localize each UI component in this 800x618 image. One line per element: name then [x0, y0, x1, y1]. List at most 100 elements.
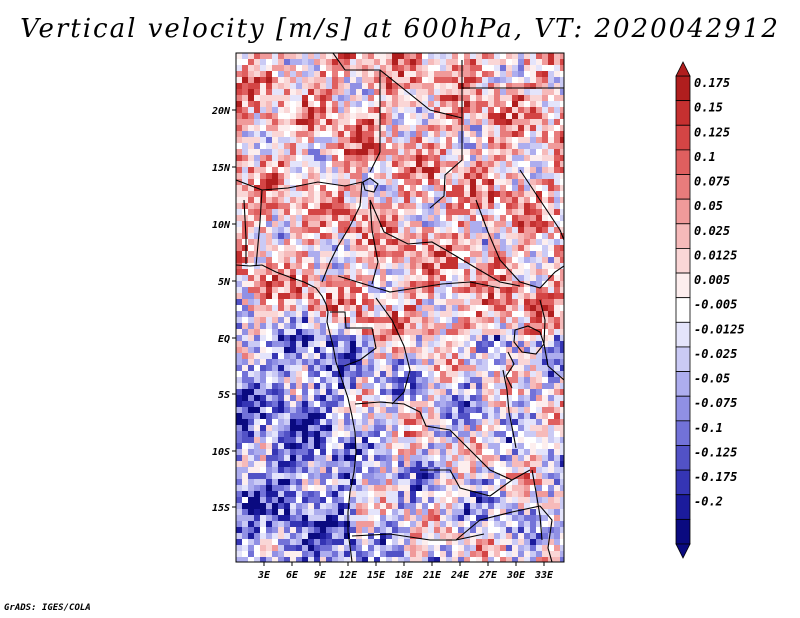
field-cell [332, 491, 338, 497]
field-cell [422, 425, 428, 431]
field-cell [488, 137, 494, 143]
field-cell [362, 101, 368, 107]
field-cell [476, 299, 482, 305]
field-cell [530, 305, 536, 311]
field-cell [404, 107, 410, 113]
colorbar-label: 0.05 [694, 199, 723, 213]
field-cell [242, 545, 248, 551]
field-cell [458, 221, 464, 227]
field-cell [242, 461, 248, 467]
field-cell [536, 335, 542, 341]
field-cell [386, 545, 392, 551]
field-cell [482, 215, 488, 221]
field-cell [500, 401, 506, 407]
field-cell [542, 359, 548, 365]
field-cell [380, 551, 386, 557]
field-cell [386, 539, 392, 545]
field-cell [476, 557, 482, 562]
field-cell [236, 215, 242, 221]
field-cell [512, 221, 518, 227]
field-cell [518, 215, 524, 221]
field-cell [560, 515, 564, 521]
field-cell [410, 497, 416, 503]
field-cell [422, 107, 428, 113]
field-cell [296, 365, 302, 371]
field-cell [536, 149, 542, 155]
field-cell [440, 389, 446, 395]
field-cell [332, 113, 338, 119]
field-cell [398, 203, 404, 209]
field-cell [500, 71, 506, 77]
field-cell [248, 95, 254, 101]
field-cell [326, 347, 332, 353]
field-cell [416, 485, 422, 491]
field-cell [386, 233, 392, 239]
field-cell [560, 425, 564, 431]
field-cell [434, 383, 440, 389]
field-cell [332, 167, 338, 173]
field-cell [362, 59, 368, 65]
field-cell [356, 263, 362, 269]
field-cell [308, 305, 314, 311]
field-cell [248, 203, 254, 209]
field-cell [350, 557, 356, 562]
field-cell [380, 533, 386, 539]
field-cell [362, 485, 368, 491]
field-cell [326, 509, 332, 515]
field-cell [380, 155, 386, 161]
field-cell [554, 539, 560, 545]
field-cell [422, 71, 428, 77]
field-cell [236, 491, 242, 497]
field-cell [386, 365, 392, 371]
field-cell [404, 383, 410, 389]
field-cell [248, 503, 254, 509]
field-cell [314, 239, 320, 245]
field-cell [326, 287, 332, 293]
field-cell [302, 185, 308, 191]
field-cell [494, 449, 500, 455]
field-cell [266, 329, 272, 335]
field-cell [356, 317, 362, 323]
field-cell [560, 71, 564, 77]
field-cell [248, 305, 254, 311]
field-cell [530, 509, 536, 515]
field-cell [482, 341, 488, 347]
field-cell [440, 533, 446, 539]
field-cell [488, 431, 494, 437]
field-cell [482, 101, 488, 107]
field-cell [410, 461, 416, 467]
field-cell [506, 365, 512, 371]
field-cell [536, 443, 542, 449]
field-cell [284, 149, 290, 155]
field-cell [284, 449, 290, 455]
field-cell [296, 515, 302, 521]
field-cell [254, 401, 260, 407]
field-cell [236, 461, 242, 467]
field-cell [398, 557, 404, 562]
field-cell [422, 125, 428, 131]
field-cell [380, 89, 386, 95]
field-cell [308, 245, 314, 251]
field-cell [242, 395, 248, 401]
field-cell [296, 395, 302, 401]
field-cell [332, 407, 338, 413]
field-cell [314, 137, 320, 143]
field-cell [308, 317, 314, 323]
field-cell [476, 215, 482, 221]
field-cell [308, 521, 314, 527]
field-cell [338, 371, 344, 377]
field-cell [254, 143, 260, 149]
field-cell [446, 389, 452, 395]
field-cell [380, 539, 386, 545]
field-cell [386, 167, 392, 173]
field-cell [392, 293, 398, 299]
field-cell [476, 119, 482, 125]
field-cell [524, 521, 530, 527]
field-cell [410, 59, 416, 65]
field-cell [308, 365, 314, 371]
field-cell [368, 497, 374, 503]
field-cell [440, 203, 446, 209]
coastline-west [236, 264, 357, 562]
field-cell [272, 191, 278, 197]
field-cell [380, 83, 386, 89]
